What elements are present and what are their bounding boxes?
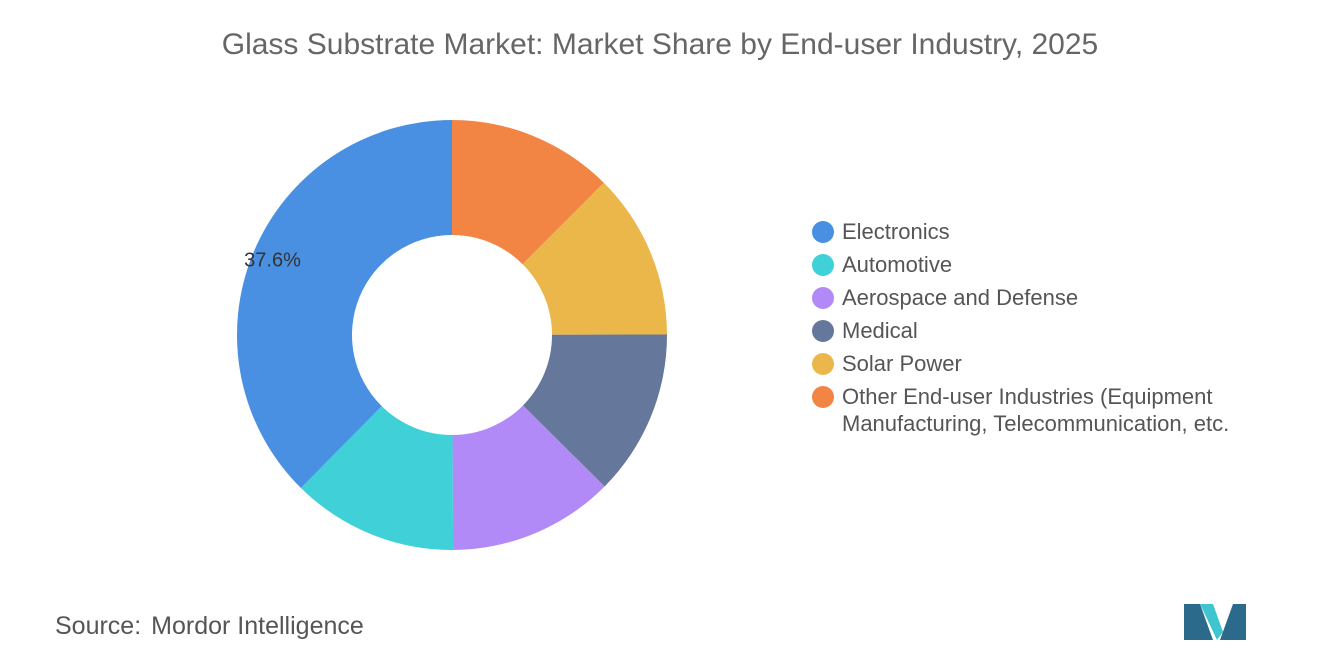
donut-slice-medical bbox=[522, 334, 667, 487]
donut-slice-automotive bbox=[300, 406, 454, 550]
legend-label: Automotive bbox=[842, 252, 953, 277]
legend-swatch bbox=[812, 386, 834, 408]
legend-label: Other End-user Industries (Equipment Man… bbox=[842, 384, 1230, 436]
legend-label: Medical bbox=[842, 318, 918, 343]
source-note: Source: Mordor Intelligence bbox=[55, 612, 364, 641]
donut-slice-solar-power bbox=[522, 182, 667, 335]
legend-label: Solar Power bbox=[842, 351, 962, 376]
legend-swatch bbox=[812, 287, 834, 309]
source-value: Mordor Intelligence bbox=[151, 612, 364, 640]
chart-title: Glass Substrate Market: Market Share by … bbox=[221, 28, 1099, 61]
legend-item: Aerospace and Defense bbox=[812, 284, 1282, 311]
legend-item: Electronics bbox=[812, 218, 1282, 245]
legend-swatch bbox=[812, 221, 834, 243]
legend-item: Medical bbox=[812, 317, 1282, 344]
source-label: Source: bbox=[55, 612, 142, 640]
chart-legend: Electronics Automotive Aerospace and Defen… bbox=[812, 218, 1282, 443]
donut-slice-aerospace-and-defense bbox=[452, 405, 605, 550]
legend-item: Other End-user Industries (Equipment Man… bbox=[812, 383, 1282, 437]
slice-data-label: 37.6% bbox=[244, 250, 301, 272]
legend-swatch bbox=[812, 320, 834, 342]
mordor-intelligence-logo-icon bbox=[1184, 604, 1246, 640]
legend-label: Aerospace and Defense bbox=[842, 285, 1079, 310]
legend-swatch bbox=[812, 353, 834, 375]
legend-swatch bbox=[812, 254, 834, 276]
donut-slice-other-end-user-industries-equipment-manufacturing-telecommunication-etc bbox=[452, 120, 604, 265]
legend-item: Solar Power bbox=[812, 350, 1282, 377]
legend-label: Electronics bbox=[842, 219, 950, 244]
donut-slice-electronics bbox=[237, 120, 452, 488]
legend-item: Automotive bbox=[812, 251, 1282, 278]
